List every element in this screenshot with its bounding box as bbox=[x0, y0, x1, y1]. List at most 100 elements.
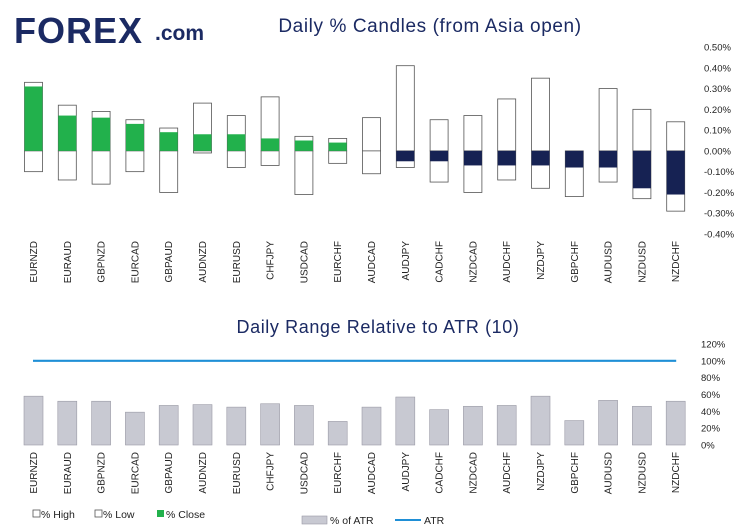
candle-x-label: GBPNZD bbox=[97, 241, 108, 283]
candle-high-box bbox=[463, 115, 483, 152]
candle-y-tick-label: -0.20% bbox=[704, 188, 735, 199]
candle-x-label: AUDUSD bbox=[604, 241, 615, 283]
candle-low-box bbox=[57, 150, 77, 181]
candle-close-bar bbox=[463, 150, 482, 166]
candle-x-label: EURCAD bbox=[130, 241, 141, 283]
range-bar bbox=[632, 405, 652, 446]
legend-close-swatch bbox=[157, 510, 164, 517]
logo-suffix-text: .com bbox=[155, 22, 205, 45]
range-bar bbox=[327, 421, 348, 446]
range-bar bbox=[665, 400, 686, 446]
candle-y-tick-label: 0.30% bbox=[704, 84, 731, 95]
candle-low-box bbox=[24, 150, 43, 173]
candle-high-box bbox=[497, 98, 517, 152]
range-x-label: CADCHF bbox=[435, 452, 446, 494]
candle-close-bar bbox=[92, 117, 111, 151]
candle-close-bar bbox=[599, 150, 618, 168]
candle-close-bar bbox=[565, 150, 584, 168]
candle-x-label: CADCHF bbox=[435, 241, 446, 283]
candle-x-label: AUDCAD bbox=[367, 241, 378, 283]
range-x-label: USDCAD bbox=[299, 452, 310, 494]
range-bar bbox=[598, 400, 618, 446]
candle-x-label: AUDNZD bbox=[198, 241, 209, 283]
range-bar bbox=[192, 404, 213, 446]
range-y-tick-label: 100% bbox=[701, 356, 726, 367]
range-x-label: EURAUD bbox=[63, 452, 74, 494]
candle-y-tick-label: 0.20% bbox=[704, 105, 731, 116]
range-y-tick-label: 40% bbox=[701, 407, 721, 418]
candle-close-bar bbox=[261, 138, 280, 151]
range-y-tick-label: 60% bbox=[701, 390, 721, 401]
candle-x-label: EURUSD bbox=[232, 241, 243, 283]
legend-low-label: % Low bbox=[103, 509, 135, 521]
candle-x-label: EURNZD bbox=[29, 241, 40, 283]
candle-x-label: AUDJPY bbox=[401, 241, 412, 281]
candle-x-label: GBPAUD bbox=[164, 241, 175, 283]
range-x-label: NZDJPY bbox=[536, 452, 547, 491]
candle-chart: 0.50% 0.40% 0.30% 0.20% 0.10% 0.00% -0.10% -0.2… bbox=[24, 43, 735, 283]
range-bar bbox=[57, 400, 78, 446]
legend-atr-pct-swatch bbox=[301, 515, 328, 525]
legend-atr-label: ATR bbox=[424, 515, 445, 527]
candle-x-label: NZDCAD bbox=[468, 241, 479, 283]
range-x-label: AUDCHF bbox=[502, 452, 513, 494]
candle-close-bar bbox=[497, 150, 516, 166]
candle-x-label: CHFJPY bbox=[266, 241, 277, 280]
legend-high-label: % High bbox=[41, 509, 75, 521]
candle-close-bar bbox=[430, 150, 449, 162]
range-x-label: EURUSD bbox=[232, 452, 243, 494]
logo-main-text: FOREX bbox=[14, 10, 144, 51]
range-bar bbox=[463, 405, 483, 446]
candle-x-label: GBPCHF bbox=[570, 241, 581, 283]
range-x-label: CHFJPY bbox=[266, 452, 277, 491]
range-bar bbox=[530, 395, 551, 446]
candle-close-bar bbox=[193, 134, 212, 151]
candle-y-tick-label: 0.50% bbox=[704, 43, 731, 54]
range-bar bbox=[294, 405, 314, 446]
candle-x-label: USDCAD bbox=[299, 241, 310, 283]
legend-atr-pct-label: % of ATR bbox=[330, 515, 374, 527]
candle-close-bar bbox=[531, 150, 550, 166]
candle-x-label: NZDJPY bbox=[536, 241, 547, 280]
range-x-label: EURNZD bbox=[29, 452, 40, 494]
candle-close-bar bbox=[125, 123, 144, 151]
candle-chart-title: Daily % Candles (from Asia open) bbox=[278, 16, 581, 37]
legend-close-label: % Close bbox=[166, 509, 205, 521]
candle-close-bar bbox=[396, 150, 415, 162]
range-bar bbox=[429, 409, 449, 446]
candle-x-label: NZDUSD bbox=[637, 241, 648, 283]
range-x-label: GBPAUD bbox=[164, 452, 175, 494]
range-bar bbox=[23, 395, 44, 446]
candle-high-box bbox=[598, 88, 618, 152]
range-y-tick-label: 80% bbox=[701, 373, 721, 384]
range-bar bbox=[496, 405, 517, 446]
candle-high-box bbox=[666, 121, 686, 152]
candle-y-tick-label: 0.00% bbox=[704, 146, 731, 157]
candle-x-label: EURAUD bbox=[63, 241, 74, 283]
candle-low-box bbox=[328, 150, 348, 164]
range-bar bbox=[395, 396, 416, 446]
candle-close-bar bbox=[632, 150, 651, 189]
candle-y-tick-label: -0.30% bbox=[704, 209, 735, 220]
range-chart: 120% 100% 80% 60% 40% 20% 0% EURNZD EURAUD GBPNZD… bbox=[23, 340, 726, 494]
range-bar bbox=[564, 420, 585, 446]
candle-low-box bbox=[362, 150, 381, 175]
candle-low-box bbox=[294, 150, 314, 195]
candle-close-bar bbox=[328, 142, 347, 151]
candle-close-bar bbox=[24, 86, 43, 151]
candle-low-box bbox=[260, 150, 280, 166]
legend-low-swatch bbox=[94, 509, 103, 518]
candle-close-bar bbox=[58, 115, 77, 151]
candle-high-box bbox=[632, 108, 652, 152]
candle-y-tick-label: 0.10% bbox=[704, 126, 731, 137]
forex-logo: FOREX .com bbox=[14, 10, 224, 52]
candle-low-box bbox=[159, 150, 179, 193]
candle-low-box bbox=[193, 150, 212, 154]
range-x-label: GBPCHF bbox=[570, 452, 581, 494]
candle-high-box bbox=[395, 65, 415, 152]
range-bar bbox=[125, 411, 145, 446]
range-bar bbox=[226, 406, 247, 446]
candle-y-tick-label: 0.40% bbox=[704, 63, 731, 74]
candle-x-label: EURCHF bbox=[333, 241, 344, 283]
candle-low-box bbox=[91, 150, 111, 185]
